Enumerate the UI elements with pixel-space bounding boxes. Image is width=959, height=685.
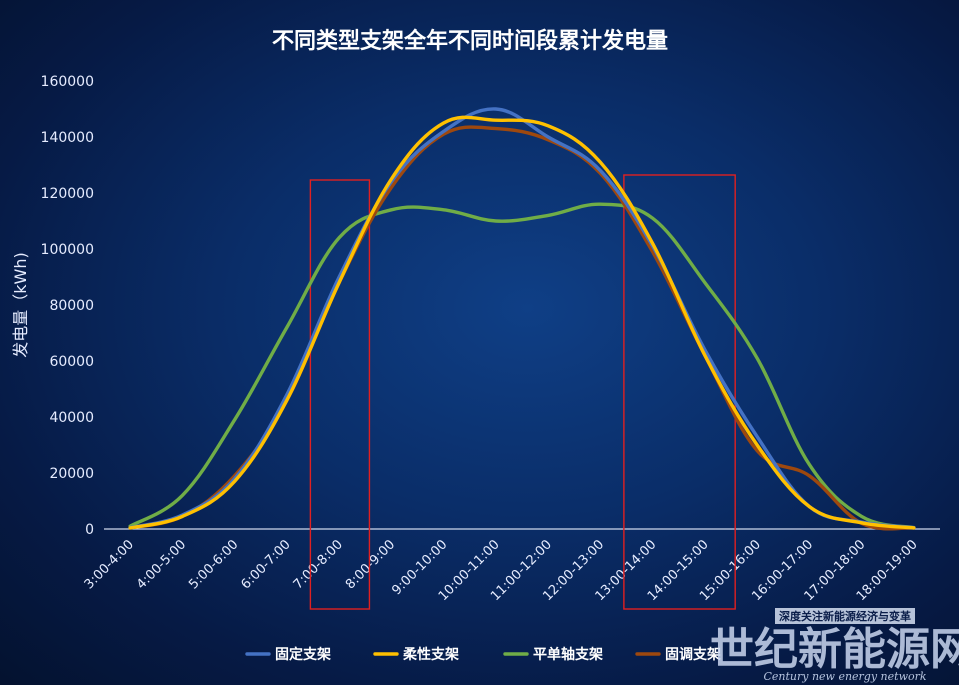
watermark-subtitle: Century new energy network bbox=[763, 670, 926, 683]
y-tick-label: 160000 bbox=[41, 74, 94, 90]
watermark-name: 世纪新能源网 bbox=[710, 624, 959, 675]
x-tick-label: 6:00-7:00 bbox=[238, 537, 293, 592]
series-line-2 bbox=[128, 115, 916, 530]
series-lines bbox=[128, 107, 916, 531]
y-tick-label: 0 bbox=[85, 522, 94, 538]
y-axis-label: 发电量（kWh) bbox=[11, 252, 30, 357]
highlight-box bbox=[309, 179, 371, 610]
y-tick-label: 80000 bbox=[49, 298, 94, 314]
x-tick-label: 4:00-5:00 bbox=[134, 537, 189, 592]
series-line-3 bbox=[128, 202, 916, 530]
legend-label: 固定支架 bbox=[275, 646, 331, 663]
series-line-4 bbox=[128, 125, 916, 531]
watermark: 深度关注新能源经济与变革 世纪新能源网 Century new energy n… bbox=[710, 608, 959, 683]
highlight-boxes bbox=[309, 174, 736, 610]
legend-label: 柔性支架 bbox=[402, 646, 459, 663]
x-ticks: 3:00-4:004:00-5:005:00-6:006:00-7:007:00… bbox=[82, 537, 921, 604]
y-tick-label: 20000 bbox=[49, 466, 94, 482]
y-tick-label: 120000 bbox=[41, 186, 94, 202]
highlight-box bbox=[623, 174, 736, 610]
watermark-tagline: 深度关注新能源经济与变革 bbox=[779, 609, 911, 623]
x-tick-label: 5:00-6:00 bbox=[186, 537, 241, 592]
x-tick-label: 3:00-4:00 bbox=[82, 537, 137, 592]
y-tick-label: 140000 bbox=[41, 130, 94, 146]
y-tick-label: 40000 bbox=[49, 410, 94, 426]
watermark-tag-bg bbox=[775, 608, 915, 624]
legend-label: 固调支架 bbox=[665, 646, 721, 663]
legend: 固定支架 柔性支架 平单轴支架 固调支架 bbox=[245, 646, 721, 663]
y-tick-label: 100000 bbox=[41, 242, 94, 258]
series-line-1 bbox=[128, 107, 916, 530]
x-tick-label: 8:00-9:00 bbox=[343, 537, 398, 592]
x-tick-label: 7:00-8:00 bbox=[291, 537, 346, 592]
y-ticks: 0 20000 40000 60000 80000 100000 120000 140000 1… bbox=[41, 74, 94, 538]
legend-label: 平单轴支架 bbox=[533, 646, 603, 663]
y-tick-label: 60000 bbox=[49, 354, 94, 370]
chart-title: 不同类型支架全年不同时间段累计发电量 bbox=[272, 28, 668, 54]
